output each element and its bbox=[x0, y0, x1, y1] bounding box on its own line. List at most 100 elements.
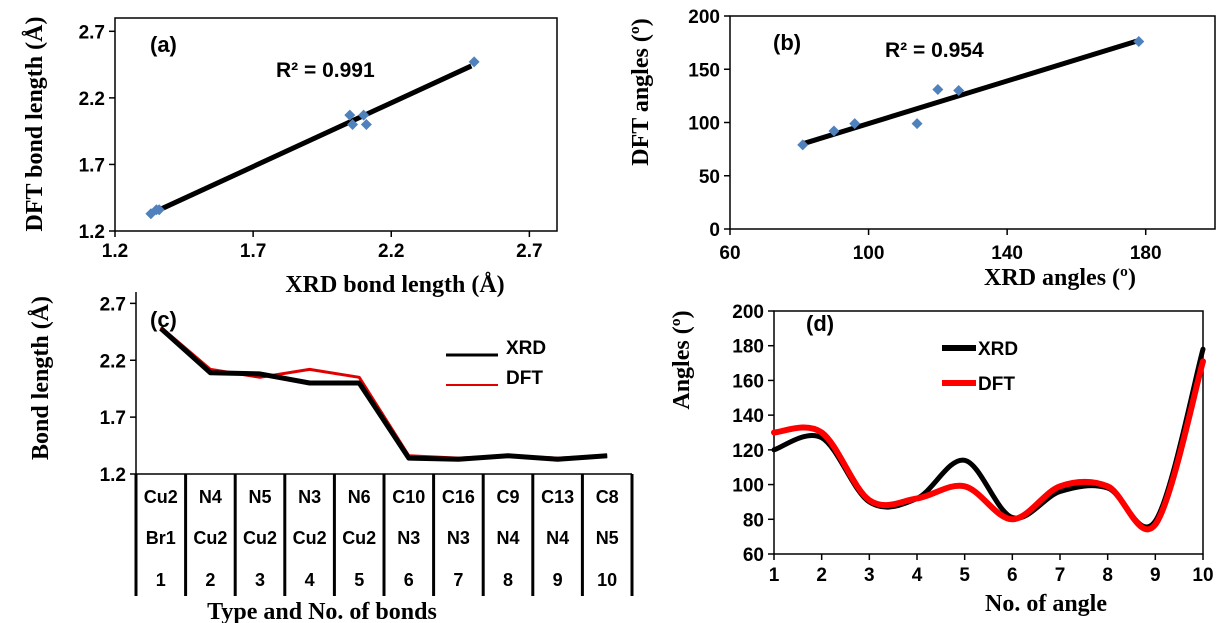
category-number: 7 bbox=[453, 570, 463, 590]
panel-b-scatter: 0 50 100 150 200 60 100 140 180 (b) R² = 0.954 XRD … bbox=[628, 7, 1216, 291]
y-axis-title: Angles (º) bbox=[669, 310, 695, 409]
data-point bbox=[797, 139, 809, 151]
y-tick-label: 160 bbox=[732, 371, 764, 392]
data-point bbox=[358, 109, 370, 121]
y-axis-title: DFT angles (º) bbox=[628, 18, 654, 165]
data-point bbox=[828, 125, 840, 137]
r-squared-annotation: R² = 0.954 bbox=[885, 39, 984, 62]
y-tick-label: 100 bbox=[732, 476, 764, 497]
x-axis-title: Type and No. of bonds bbox=[207, 599, 437, 623]
x-tick-label: 1 bbox=[769, 565, 780, 586]
category-bottom-atom: N3 bbox=[397, 528, 420, 548]
category-number: 3 bbox=[255, 570, 265, 590]
y-tick-label: 2.7 bbox=[100, 294, 126, 315]
category-bottom-atom: N5 bbox=[596, 528, 619, 548]
category-number: 10 bbox=[597, 570, 617, 590]
panel-label: (a) bbox=[150, 32, 177, 57]
y-tick-label: 2.7 bbox=[79, 22, 105, 43]
category-top-atom: C8 bbox=[596, 487, 619, 507]
category-number: 2 bbox=[205, 570, 215, 590]
category-top-atom: N5 bbox=[248, 487, 271, 507]
x-tick-label: 3 bbox=[864, 565, 875, 586]
r-squared-annotation: R² = 0.991 bbox=[276, 59, 375, 82]
category-bottom-atom: Cu2 bbox=[293, 528, 327, 548]
y-tick-label: 1.7 bbox=[100, 408, 126, 429]
y-tick-label: 150 bbox=[688, 60, 720, 81]
series-line-xrd bbox=[159, 326, 608, 462]
x-axis-title: XRD bond length (Å) bbox=[285, 272, 504, 298]
category-bottom-atom: N3 bbox=[447, 528, 470, 548]
legend-label: DFT bbox=[506, 368, 543, 389]
trendline bbox=[802, 38, 1140, 147]
x-tick-label: 180 bbox=[1130, 243, 1162, 264]
category-bottom-atom: Cu2 bbox=[243, 528, 277, 548]
x-tick-label: 100 bbox=[853, 243, 885, 264]
x-tick-label: 9 bbox=[1150, 565, 1161, 586]
y-tick-label: 2.2 bbox=[79, 89, 105, 110]
data-point bbox=[932, 83, 944, 95]
y-tick-label: 1.2 bbox=[100, 465, 126, 486]
panel-label: (b) bbox=[773, 30, 801, 55]
y-tick-label: 120 bbox=[732, 441, 764, 462]
category-top-atom: C10 bbox=[392, 487, 425, 507]
y-axis-title: DFT bond length (Å) bbox=[22, 17, 48, 232]
panel-d-line-chart: 60 80 100 120 140 160 180 200 1 2 3 4 5 6 7 8 9 10 (d) XRD D… bbox=[669, 302, 1214, 617]
y-tick-label: 2.2 bbox=[100, 351, 126, 372]
y-tick-label: 100 bbox=[688, 114, 720, 135]
category-bottom-atom: Cu2 bbox=[193, 528, 227, 548]
trendline bbox=[149, 63, 473, 216]
y-axis-title: Bond length (Å) bbox=[28, 296, 54, 460]
y-tick-label: 140 bbox=[732, 406, 764, 427]
category-top-atom: Cu2 bbox=[144, 487, 178, 507]
y-tick-label: 180 bbox=[732, 337, 764, 358]
category-bottom-atom: Br1 bbox=[146, 528, 176, 548]
category-number: 4 bbox=[305, 570, 315, 590]
panel-a-scatter: 1.2 1.7 2.2 2.7 1.2 1.7 2.2 2.7 (a) R² = 0.991 XRD… bbox=[22, 17, 558, 298]
x-tick-label: 4 bbox=[912, 565, 923, 586]
series-line-dft bbox=[771, 358, 1206, 533]
x-tick-label: 2 bbox=[816, 565, 827, 586]
x-tick-label: 2.2 bbox=[378, 241, 404, 262]
data-point bbox=[1133, 36, 1145, 48]
category-top-atom: C9 bbox=[496, 487, 519, 507]
x-tick-label: 1.7 bbox=[240, 241, 266, 262]
data-point bbox=[953, 85, 965, 97]
y-tick-label: 0 bbox=[709, 220, 720, 241]
x-tick-label: 1.2 bbox=[102, 241, 128, 262]
x-tick-label: 60 bbox=[719, 243, 740, 264]
category-bottom-atom: N4 bbox=[496, 528, 519, 548]
x-tick-label: 8 bbox=[1102, 565, 1113, 586]
data-point bbox=[153, 204, 165, 216]
x-tick-label: 140 bbox=[991, 243, 1023, 264]
category-top-atom: C16 bbox=[442, 487, 475, 507]
category-bottom-atom: N4 bbox=[546, 528, 569, 548]
y-tick-label: 1.7 bbox=[79, 155, 105, 176]
panel-c-line-chart: 1.2 1.7 2.2 2.7 Cu2 Br1 1 N4 Cu2 2 N5 Cu2 3 N3 Cu2 4 N6 C… bbox=[28, 292, 634, 623]
data-point bbox=[849, 118, 861, 130]
y-tick-label: 50 bbox=[699, 167, 720, 188]
category-top-atom: N3 bbox=[298, 487, 321, 507]
data-point bbox=[344, 109, 356, 121]
category-number: 8 bbox=[503, 570, 513, 590]
y-tick-label: 200 bbox=[688, 7, 720, 28]
legend-label: DFT bbox=[978, 374, 1015, 395]
category-number: 5 bbox=[354, 570, 364, 590]
panel-label: (c) bbox=[150, 307, 177, 332]
y-tick-label: 80 bbox=[743, 510, 764, 531]
category-top-atom: N6 bbox=[348, 487, 371, 507]
x-tick-label: 10 bbox=[1192, 565, 1213, 586]
category-number: 1 bbox=[156, 570, 166, 590]
x-tick-label: 5 bbox=[959, 565, 970, 586]
x-axis-title: No. of angle bbox=[985, 591, 1107, 617]
category-top-atom: N4 bbox=[199, 487, 222, 507]
x-axis-title: XRD angles (º) bbox=[984, 265, 1136, 291]
data-point bbox=[468, 56, 480, 68]
data-point bbox=[347, 119, 359, 130]
y-tick-label: 1.2 bbox=[79, 222, 105, 243]
category-number: 6 bbox=[404, 570, 414, 590]
category-bottom-atom: Cu2 bbox=[342, 528, 376, 548]
category-top-atom: C13 bbox=[541, 487, 574, 507]
x-tick-label: 2.7 bbox=[516, 241, 542, 262]
legend-label: XRD bbox=[978, 339, 1018, 360]
